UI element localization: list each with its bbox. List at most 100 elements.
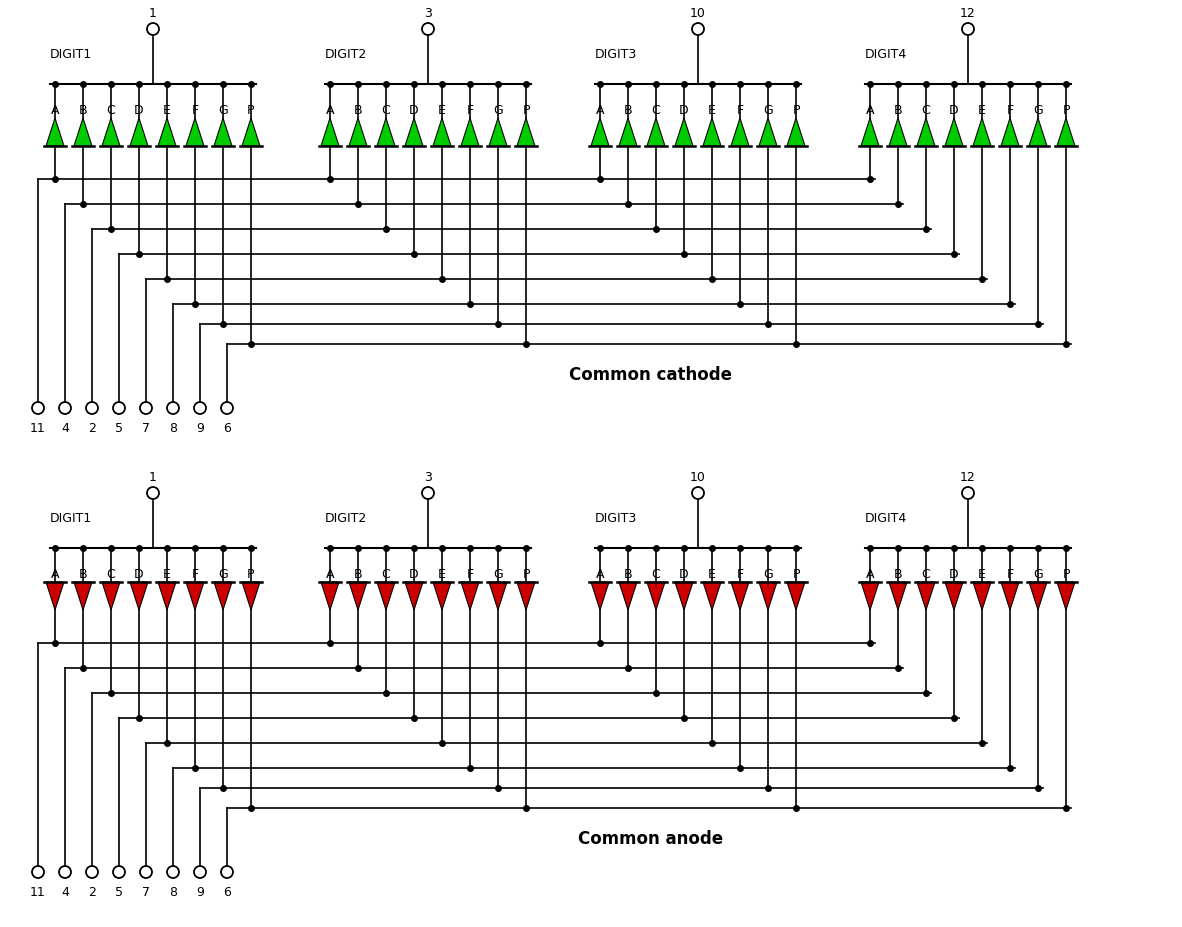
Text: C: C xyxy=(651,104,661,117)
Polygon shape xyxy=(74,582,92,610)
Text: 9: 9 xyxy=(196,885,204,898)
Polygon shape xyxy=(322,582,339,610)
Text: DIGIT3: DIGIT3 xyxy=(595,512,637,525)
Text: P: P xyxy=(247,104,255,117)
Polygon shape xyxy=(619,582,637,610)
Text: B: B xyxy=(79,104,87,117)
Text: F: F xyxy=(736,567,743,580)
Text: 1: 1 xyxy=(149,7,157,20)
Polygon shape xyxy=(860,119,879,146)
Text: DIGIT1: DIGIT1 xyxy=(50,48,92,61)
Polygon shape xyxy=(461,582,479,610)
Polygon shape xyxy=(130,119,148,146)
Text: C: C xyxy=(106,104,116,117)
Polygon shape xyxy=(349,119,366,146)
Polygon shape xyxy=(489,582,507,610)
Text: D: D xyxy=(680,104,689,117)
Polygon shape xyxy=(405,582,423,610)
Text: 8: 8 xyxy=(169,885,177,898)
Polygon shape xyxy=(1001,582,1019,610)
Text: 5: 5 xyxy=(115,885,123,898)
Polygon shape xyxy=(787,119,805,146)
Polygon shape xyxy=(730,119,749,146)
Polygon shape xyxy=(349,582,366,610)
Polygon shape xyxy=(158,582,176,610)
Text: D: D xyxy=(680,567,689,580)
Polygon shape xyxy=(517,582,535,610)
Text: P: P xyxy=(792,567,800,580)
Polygon shape xyxy=(917,582,935,610)
Text: E: E xyxy=(708,104,716,117)
Text: P: P xyxy=(522,567,530,580)
Polygon shape xyxy=(322,119,339,146)
Text: B: B xyxy=(894,104,902,117)
Polygon shape xyxy=(158,119,176,146)
Text: C: C xyxy=(382,567,390,580)
Polygon shape xyxy=(405,119,423,146)
Text: G: G xyxy=(1033,104,1043,117)
Polygon shape xyxy=(647,119,665,146)
Text: C: C xyxy=(651,567,661,580)
Polygon shape xyxy=(186,582,204,610)
Polygon shape xyxy=(1001,119,1019,146)
Polygon shape xyxy=(102,119,121,146)
Polygon shape xyxy=(703,119,721,146)
Text: G: G xyxy=(219,104,228,117)
Text: G: G xyxy=(219,567,228,580)
Text: B: B xyxy=(353,567,363,580)
Polygon shape xyxy=(860,582,879,610)
Polygon shape xyxy=(461,119,479,146)
Polygon shape xyxy=(759,582,777,610)
Polygon shape xyxy=(1030,119,1047,146)
Text: F: F xyxy=(191,104,199,117)
Polygon shape xyxy=(46,119,64,146)
Polygon shape xyxy=(973,582,991,610)
Text: C: C xyxy=(922,104,930,117)
Text: P: P xyxy=(522,104,530,117)
Polygon shape xyxy=(703,582,721,610)
Polygon shape xyxy=(517,119,535,146)
Polygon shape xyxy=(242,119,260,146)
Text: F: F xyxy=(1006,104,1013,117)
Text: G: G xyxy=(493,104,502,117)
Text: 6: 6 xyxy=(223,422,230,435)
Text: D: D xyxy=(949,567,959,580)
Text: B: B xyxy=(624,567,632,580)
Text: A: A xyxy=(596,567,604,580)
Text: A: A xyxy=(326,104,335,117)
Text: DIGIT2: DIGIT2 xyxy=(325,512,368,525)
Text: G: G xyxy=(764,567,773,580)
Text: A: A xyxy=(51,104,59,117)
Polygon shape xyxy=(214,582,232,610)
Text: A: A xyxy=(865,567,875,580)
Text: Common cathode: Common cathode xyxy=(569,365,732,384)
Text: B: B xyxy=(624,104,632,117)
Text: E: E xyxy=(439,104,446,117)
Text: DIGIT2: DIGIT2 xyxy=(325,48,368,61)
Polygon shape xyxy=(433,119,452,146)
Polygon shape xyxy=(1057,119,1074,146)
Polygon shape xyxy=(74,119,92,146)
Text: 3: 3 xyxy=(424,471,431,484)
Text: 4: 4 xyxy=(61,422,69,435)
Text: 9: 9 xyxy=(196,422,204,435)
Text: 1: 1 xyxy=(149,471,157,484)
Text: 3: 3 xyxy=(424,7,431,20)
Text: A: A xyxy=(326,567,335,580)
Text: E: E xyxy=(708,567,716,580)
Polygon shape xyxy=(973,119,991,146)
Polygon shape xyxy=(889,582,907,610)
Text: P: P xyxy=(1063,104,1070,117)
Polygon shape xyxy=(377,582,395,610)
Polygon shape xyxy=(889,119,907,146)
Text: E: E xyxy=(163,567,171,580)
Text: E: E xyxy=(163,104,171,117)
Text: C: C xyxy=(382,104,390,117)
Text: 12: 12 xyxy=(960,471,976,484)
Text: 8: 8 xyxy=(169,422,177,435)
Text: F: F xyxy=(467,104,474,117)
Text: 5: 5 xyxy=(115,422,123,435)
Text: D: D xyxy=(409,567,418,580)
Polygon shape xyxy=(214,119,232,146)
Text: F: F xyxy=(467,567,474,580)
